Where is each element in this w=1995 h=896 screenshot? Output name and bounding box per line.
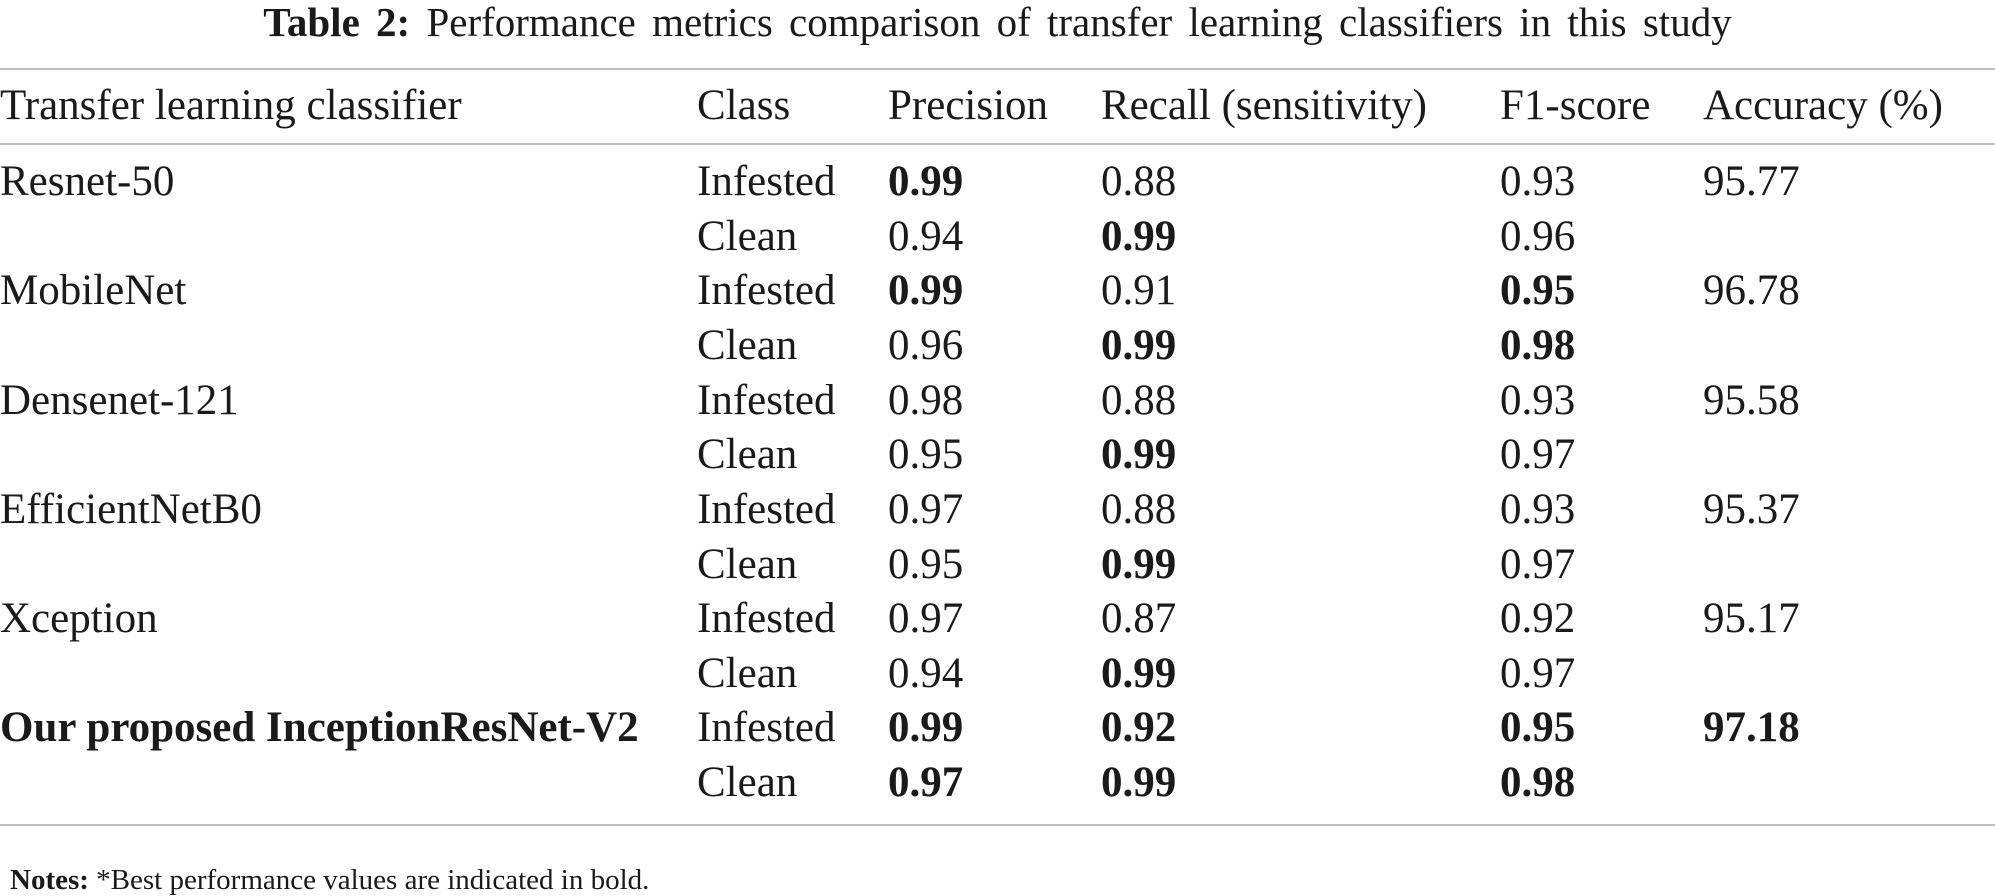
cell-f1: 0.95 <box>1500 704 1576 751</box>
cell-accuracy: 95.17 <box>1703 595 1800 642</box>
cell-f1: 0.95 <box>1500 267 1576 314</box>
cell-precision: 0.97 <box>888 595 964 642</box>
cell-precision: 0.99 <box>888 267 964 314</box>
cell-precision: 0.98 <box>888 377 964 424</box>
cell-classifier: EfficientNetB0 <box>0 486 262 533</box>
cell-classifier: Our proposed InceptionResNet-V2 <box>0 704 639 751</box>
cell-recall: 0.91 <box>1101 267 1177 314</box>
bottom-rule <box>0 824 1995 826</box>
cell-f1: 0.93 <box>1500 158 1576 205</box>
cell-f1: 0.93 <box>1500 486 1576 533</box>
cell-recall: 0.99 <box>1101 431 1177 478</box>
cell-recall: 0.87 <box>1101 595 1177 642</box>
cell-recall: 0.99 <box>1101 322 1177 369</box>
cell-class: Clean <box>697 431 798 478</box>
cell-recall: 0.92 <box>1101 704 1177 751</box>
notes-text: *Best performance values are indicated i… <box>96 864 650 896</box>
notes-label: Notes: <box>10 864 89 896</box>
top-rule <box>0 68 1995 70</box>
header-f1: F1-score <box>1500 82 1651 129</box>
cell-f1: 0.96 <box>1500 213 1576 260</box>
caption-label: Table 2: <box>263 0 411 45</box>
cell-recall: 0.99 <box>1101 541 1177 588</box>
header-rule <box>0 143 1995 145</box>
cell-f1: 0.97 <box>1500 650 1576 697</box>
cell-class: Infested <box>697 267 836 314</box>
cell-class: Infested <box>697 704 836 751</box>
cell-precision: 0.94 <box>888 213 964 260</box>
cell-f1: 0.97 <box>1500 431 1576 478</box>
header-precision: Precision <box>888 82 1049 129</box>
header-classifier: Transfer learning classifier <box>0 82 462 129</box>
cell-class: Infested <box>697 595 836 642</box>
cell-class: Infested <box>697 158 836 205</box>
cell-class: Clean <box>697 650 798 697</box>
cell-precision: 0.95 <box>888 431 964 478</box>
cell-precision: 0.99 <box>888 704 964 751</box>
cell-recall: 0.99 <box>1101 759 1177 806</box>
cell-class: Infested <box>697 486 836 533</box>
cell-recall: 0.99 <box>1101 213 1177 260</box>
cell-classifier: Resnet-50 <box>0 158 175 205</box>
cell-precision: 0.95 <box>888 541 964 588</box>
cell-accuracy: 97.18 <box>1703 704 1800 751</box>
cell-f1: 0.93 <box>1500 377 1576 424</box>
cell-class: Infested <box>697 377 836 424</box>
cell-accuracy: 95.37 <box>1703 486 1800 533</box>
cell-classifier: MobileNet <box>0 267 187 314</box>
cell-precision: 0.97 <box>888 486 964 533</box>
cell-accuracy: 96.78 <box>1703 267 1800 314</box>
cell-accuracy: 95.77 <box>1703 158 1800 205</box>
header-recall: Recall (sensitivity) <box>1101 82 1428 129</box>
cell-recall: 0.88 <box>1101 377 1177 424</box>
cell-classifier: Densenet-121 <box>0 377 239 424</box>
cell-f1: 0.98 <box>1500 322 1576 369</box>
caption-text: Performance metrics comparison of transf… <box>426 0 1732 45</box>
cell-class: Clean <box>697 213 798 260</box>
cell-class: Clean <box>697 322 798 369</box>
cell-classifier: Xception <box>0 595 158 642</box>
cell-f1: 0.98 <box>1500 759 1576 806</box>
cell-accuracy: 95.58 <box>1703 377 1800 424</box>
cell-precision: 0.96 <box>888 322 964 369</box>
cell-f1: 0.92 <box>1500 595 1576 642</box>
cell-recall: 0.88 <box>1101 158 1177 205</box>
cell-precision: 0.94 <box>888 650 964 697</box>
cell-precision: 0.99 <box>888 158 964 205</box>
cell-precision: 0.97 <box>888 759 964 806</box>
cell-class: Clean <box>697 759 798 806</box>
table-caption: Table 2: Performance metrics comparison … <box>0 0 1995 44</box>
cell-recall: 0.88 <box>1101 486 1177 533</box>
table-notes: Notes: *Best performance values are indi… <box>10 864 649 896</box>
cell-f1: 0.97 <box>1500 541 1576 588</box>
cell-recall: 0.99 <box>1101 650 1177 697</box>
header-class: Class <box>697 82 791 129</box>
header-accuracy: Accuracy (%) <box>1703 82 1943 129</box>
cell-class: Clean <box>697 541 798 588</box>
